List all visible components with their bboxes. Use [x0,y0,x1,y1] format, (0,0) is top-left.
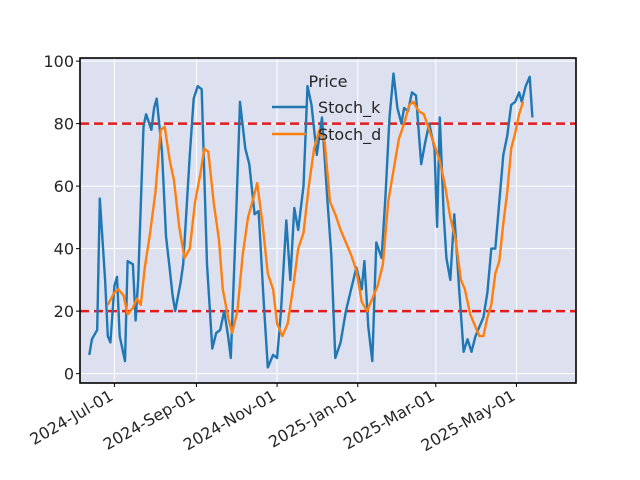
series-lines [88,72,534,369]
threshold-lines [80,122,576,313]
y-tick-label: 40 [54,240,74,259]
x-axis-ticks: 2024-Jul-012024-Sep-012024-Nov-012025-Ja… [26,383,518,455]
y-axis-ticks: 0 20 40 60 80 100 [43,52,80,384]
legend-label-stoch-k: Stoch_k [318,98,381,118]
y-tick-label: 80 [54,115,74,134]
x-tick-label: 2024-Nov-01 [180,386,279,454]
y-tick-label: 20 [54,302,74,321]
series-line-stoch-d [106,100,525,338]
legend-title: Price [308,72,347,91]
y-tick-label: 60 [54,177,74,196]
y-tick-label: 100 [43,52,74,71]
plot-frame [79,57,577,384]
series-line-stoch-k [88,72,534,369]
legend-label-stoch-d: Stoch_d [318,125,381,145]
y-tick-label: 0 [64,365,74,384]
legend: Price Stoch_k Stoch_d [272,72,381,145]
